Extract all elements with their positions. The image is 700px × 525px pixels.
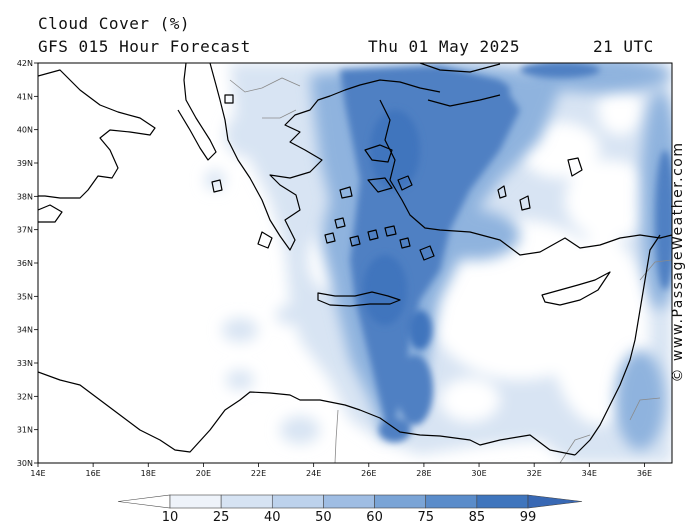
- legend-swatch: [476, 494, 529, 509]
- forecast-time: 21 UTC: [593, 37, 654, 56]
- site-credit: © www.PassageWeather.com: [670, 141, 686, 383]
- legend-swatch: [425, 494, 478, 509]
- latitude-label: 40N: [17, 126, 33, 135]
- longitude-label: 14E: [30, 469, 45, 478]
- legend-swatch: [271, 494, 324, 509]
- latitude-label: 31N: [17, 426, 33, 435]
- longitude-label: 24E: [306, 469, 321, 478]
- legend-level-label: 50: [315, 510, 332, 525]
- cloud-field: [38, 63, 672, 463]
- legend-level-label: 99: [520, 510, 537, 525]
- longitude-label: 20E: [196, 469, 211, 478]
- legend-swatch: [323, 494, 375, 509]
- legend-level-label: 40: [264, 510, 281, 525]
- legend-level-label: 10: [162, 510, 179, 525]
- latitude-label: 30N: [17, 459, 33, 468]
- legend-min-arrow: [117, 494, 171, 509]
- latitude-label: 32N: [17, 392, 33, 401]
- latitude-label: 34N: [17, 326, 33, 335]
- longitude-axis: 14E 16E 18E 20E 22E 24E 26E 28E 30E 32E 34E 36E: [30, 463, 652, 478]
- latitude-label: 41N: [17, 92, 33, 101]
- longitude-label: 30E: [471, 469, 486, 478]
- legend-level-label: 60: [366, 510, 383, 525]
- latitude-label: 33N: [17, 359, 33, 368]
- longitude-label: 34E: [582, 469, 597, 478]
- legend-swatch: [374, 494, 427, 509]
- latitude-label: 35N: [17, 292, 33, 301]
- latitude-label: 39N: [17, 159, 33, 168]
- forecast-date: Thu 01 May 2025: [368, 37, 520, 56]
- longitude-label: 36E: [637, 469, 652, 478]
- latitude-label: 37N: [17, 226, 33, 235]
- legend-level-label: 85: [469, 510, 486, 525]
- latitude-axis: 42N 41N 40N 39N 38N 37N 36N 35N 34N 33N 32N 31N 30N: [17, 59, 38, 468]
- legend-level-label: 75: [417, 510, 434, 525]
- longitude-label: 32E: [527, 469, 542, 478]
- longitude-label: 16E: [86, 469, 101, 478]
- longitude-label: 26E: [361, 469, 376, 478]
- latitude-label: 36N: [17, 259, 33, 268]
- legend-level-label: 25: [213, 510, 230, 525]
- legend-swatch: [220, 494, 273, 509]
- longitude-label: 22E: [251, 469, 266, 478]
- map-title: Cloud Cover (%): [38, 14, 190, 33]
- longitude-label: 18E: [141, 469, 156, 478]
- latitude-label: 42N: [17, 59, 33, 68]
- cloud-cover-legend: 10 25 40 50 60 75 85 99: [117, 494, 583, 525]
- map-subtitle: GFS 015 Hour Forecast: [38, 37, 251, 56]
- legend-swatch: [169, 494, 222, 509]
- longitude-label: 28E: [416, 469, 431, 478]
- legend-max-arrow: [527, 494, 583, 509]
- latitude-label: 38N: [17, 192, 33, 201]
